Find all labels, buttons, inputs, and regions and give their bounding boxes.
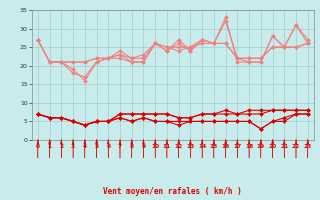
Text: Vent moyen/en rafales ( km/h ): Vent moyen/en rafales ( km/h ) [103, 187, 242, 196]
